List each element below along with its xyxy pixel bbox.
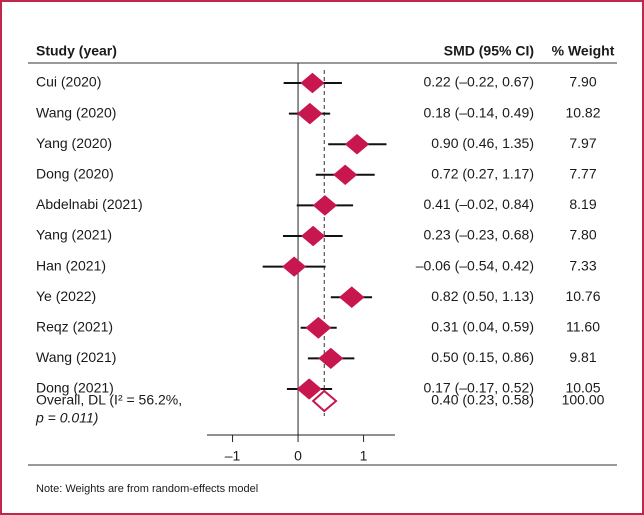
note: Note: Weights are from random-effects mo…	[36, 483, 258, 495]
weight-label: 7.33	[569, 257, 596, 273]
estimate-marker	[312, 195, 338, 216]
study-label: Yang (2020)	[36, 135, 112, 151]
header-study: Study (year)	[36, 43, 117, 59]
estimate-marker	[296, 378, 322, 400]
study-label: Reqz (2021)	[36, 319, 113, 335]
overall-diamond	[311, 389, 338, 413]
weight-label: 9.81	[569, 349, 596, 365]
overall-ci-label: 0.40 (0.23, 0.58)	[431, 392, 534, 408]
estimate-marker	[333, 164, 358, 186]
study-label: Dong (2021)	[36, 380, 114, 396]
weight-label: 11.60	[566, 319, 600, 335]
study-label: Yang (2021)	[36, 227, 112, 243]
weight-label: 7.97	[569, 135, 596, 151]
ci-label: 0.18 (–0.14, 0.49)	[423, 104, 534, 120]
overall-label: p = 0.011)	[35, 410, 98, 426]
study-label: Abdelnabi (2021)	[36, 196, 143, 212]
x-tick-label: –1	[225, 448, 241, 464]
ci-label: 0.82 (0.50, 1.13)	[431, 288, 534, 304]
ci-label: 0.50 (0.15, 0.86)	[431, 349, 534, 365]
weight-label: 7.90	[569, 74, 596, 90]
ci-label: 0.22 (–0.22, 0.67)	[423, 74, 534, 90]
header-smd: SMD (95% CI)	[444, 43, 534, 59]
overall-label: Overall, DL (I² = 56.2%,	[36, 392, 182, 408]
weight-label: 10.76	[565, 288, 600, 304]
ci-label: 0.23 (–0.23, 0.68)	[423, 227, 534, 243]
ci-label: 0.72 (0.27, 1.17)	[431, 166, 534, 182]
weight-label: 8.19	[569, 196, 596, 212]
ci-label: –0.06 (–0.54, 0.42)	[416, 257, 534, 273]
weight-label: 7.80	[569, 227, 596, 243]
estimate-marker	[305, 316, 332, 339]
study-label: Wang (2020)	[36, 104, 116, 120]
ci-label: 0.41 (–0.02, 0.84)	[423, 196, 534, 212]
estimate-marker	[339, 286, 365, 308]
ci-label: 0.90 (0.46, 1.35)	[431, 135, 534, 151]
weight-label: 10.82	[565, 104, 600, 120]
x-tick-label: 0	[294, 448, 302, 464]
estimate-marker	[318, 347, 344, 369]
study-label: Dong (2020)	[36, 166, 114, 182]
header-weight: % Weight	[552, 43, 615, 59]
study-label: Cui (2020)	[36, 74, 101, 90]
estimate-marker	[297, 102, 323, 125]
ci-label: 0.17 (–0.17, 0.52)	[423, 380, 534, 396]
x-tick-label: 1	[360, 448, 368, 464]
overall-weight-label: 100.00	[562, 392, 605, 408]
weight-label: 7.77	[569, 166, 596, 182]
estimate-marker	[282, 256, 307, 277]
study-label: Ye (2022)	[36, 288, 96, 304]
weight-label: 10.05	[565, 380, 600, 396]
estimate-marker	[344, 133, 370, 155]
ci-label: 0.31 (0.04, 0.59)	[431, 319, 534, 335]
study-label: Han (2021)	[36, 257, 106, 273]
study-label: Wang (2021)	[36, 349, 116, 365]
estimate-marker	[301, 225, 326, 247]
estimate-marker	[300, 72, 325, 94]
